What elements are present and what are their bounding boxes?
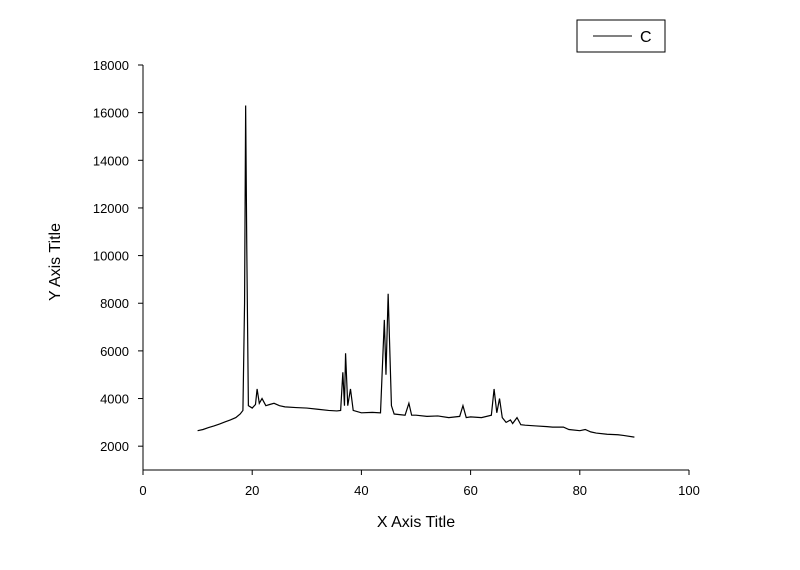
legend-label: C — [640, 29, 652, 46]
x-tick-label: 40 — [354, 483, 368, 498]
x-tick-label: 80 — [573, 483, 587, 498]
data-line — [197, 105, 635, 438]
y-tick-label: 2000 — [100, 439, 129, 454]
y-tick-label: 12000 — [93, 201, 129, 216]
y-tick-label: 4000 — [100, 392, 129, 407]
y-tick-label: 18000 — [93, 58, 129, 73]
x-axis-title: X Axis Title — [377, 514, 455, 531]
x-tick-label: 0 — [139, 483, 146, 498]
y-tick-label: 16000 — [93, 106, 129, 121]
y-tick-label: 10000 — [93, 249, 129, 264]
x-tick-label: 20 — [245, 483, 259, 498]
y-tick-label: 6000 — [100, 344, 129, 359]
x-tick-label: 100 — [678, 483, 700, 498]
x-tick-label: 60 — [463, 483, 477, 498]
y-axis-title: Y Axis Title — [47, 223, 64, 301]
y-tick-label: 8000 — [100, 296, 129, 311]
y-tick-label: 14000 — [93, 153, 129, 168]
